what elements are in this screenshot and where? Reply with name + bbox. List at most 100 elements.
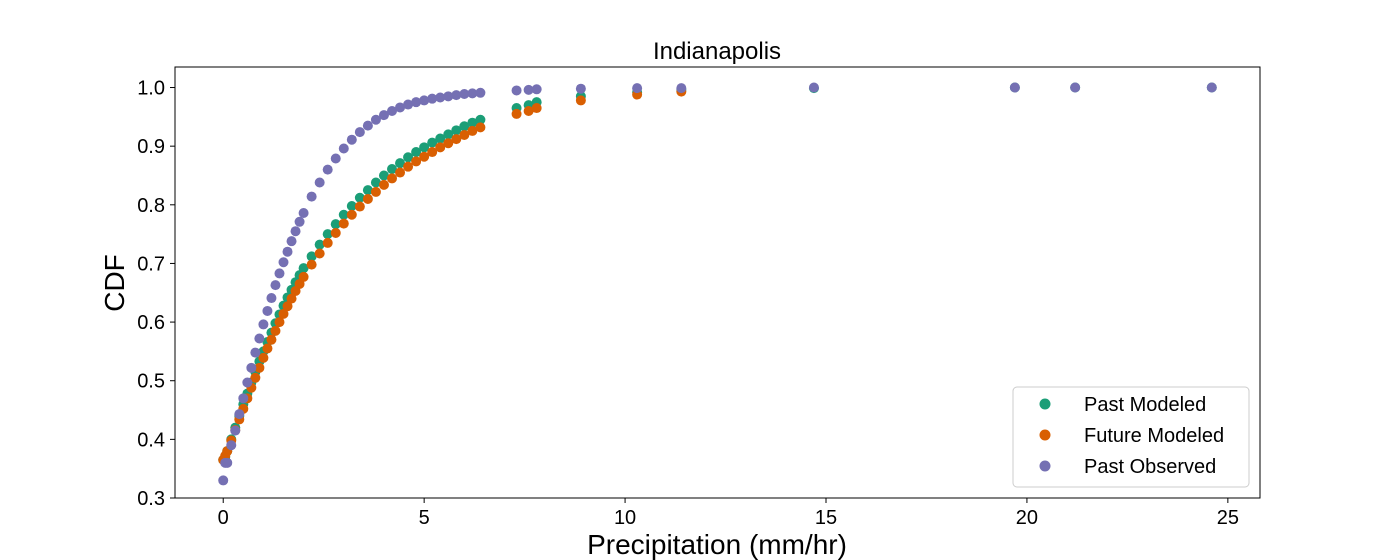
data-point-future-modeled: [362, 193, 373, 204]
x-axis-label: Precipitation (mm/hr): [587, 529, 847, 560]
y-tick-label: 0.4: [137, 429, 165, 451]
data-point-future-modeled: [330, 227, 341, 238]
legend: Past Modeled Future Modeled Past Observe…: [1012, 386, 1250, 488]
legend-label-past-modeled: Past Modeled: [1084, 394, 1206, 416]
data-point-past-observed: [266, 293, 277, 304]
data-point-future-modeled: [387, 173, 397, 184]
data-point-past-modeled: [370, 177, 381, 188]
data-point-past-observed: [298, 208, 309, 219]
data-point-past-modeled: [306, 251, 317, 262]
data-point-future-modeled: [338, 218, 349, 229]
data-point-future-modeled: [354, 201, 365, 212]
data-point-past-observed: [290, 226, 301, 237]
data-point-past-modeled: [395, 158, 406, 169]
data-point-future-modeled: [403, 161, 414, 172]
data-point-future-modeled: [274, 317, 285, 328]
data-point-past-modeled: [467, 117, 478, 128]
x-tick-label: 25: [1217, 507, 1239, 529]
data-point-past-modeled: [411, 147, 422, 158]
legend-marker-past-observed: [1039, 460, 1051, 472]
data-point-future-modeled: [258, 352, 269, 363]
data-point-past-observed: [322, 164, 333, 175]
data-point-past-observed: [270, 280, 281, 291]
data-point-future-modeled: [262, 343, 273, 354]
data-point-past-observed: [278, 257, 289, 268]
data-point-future-modeled: [346, 209, 357, 220]
data-point-future-modeled: [250, 372, 261, 383]
x-tick-label: 0: [218, 507, 229, 529]
y-tick-label: 0.9: [137, 136, 165, 158]
y-tick-label: 0.6: [137, 312, 165, 334]
legend-box: [1012, 386, 1250, 488]
legend-label-past-observed: Past Observed: [1084, 456, 1216, 478]
data-point-future-modeled: [254, 362, 265, 373]
data-point-future-modeled: [443, 138, 454, 149]
y-axis-ticks: 0.3 0.4 0.5 0.6 0.7 0.8 0.9 1.0: [137, 78, 175, 510]
data-point-past-observed: [403, 99, 414, 110]
data-point-past-observed: [274, 268, 285, 279]
data-point-future-modeled: [427, 147, 438, 158]
data-point-past-observed: [1070, 82, 1081, 93]
data-point-future-modeled: [270, 325, 281, 336]
data-point-past-modeled: [419, 142, 430, 153]
y-tick-label: 0.7: [137, 253, 165, 275]
data-point-past-observed: [294, 216, 305, 227]
data-point-past-observed: [395, 102, 406, 113]
data-point-past-observed: [411, 97, 422, 108]
data-point-past-observed: [282, 246, 293, 257]
data-point-past-modeled: [338, 209, 349, 220]
plot-frame: [174, 66, 1261, 499]
data-point-future-modeled: [419, 151, 430, 162]
data-point-past-observed: [419, 95, 430, 106]
data-point-past-observed: [250, 347, 261, 358]
series-future-modeled: [218, 86, 687, 465]
data-point-past-observed: [234, 409, 245, 420]
data-point-past-observed: [427, 93, 438, 104]
data-point-future-modeled: [306, 259, 317, 270]
data-point-past-observed: [378, 110, 389, 121]
data-point-future-modeled: [278, 308, 289, 319]
data-point-past-observed: [346, 134, 357, 145]
data-point-past-modeled: [314, 239, 325, 250]
data-point-past-modeled: [427, 137, 438, 148]
data-point-past-observed: [230, 425, 241, 436]
data-point-past-observed: [242, 377, 253, 388]
data-point-past-observed: [475, 87, 486, 98]
data-point-past-modeled: [330, 219, 341, 230]
data-point-future-modeled: [511, 108, 522, 119]
data-point-future-modeled: [395, 167, 406, 178]
data-point-past-observed: [286, 236, 297, 247]
data-point-future-modeled: [459, 130, 470, 141]
data-point-past-modeled: [298, 263, 309, 274]
data-point-future-modeled: [575, 95, 586, 106]
data-point-future-modeled: [435, 142, 446, 153]
data-point-future-modeled: [322, 237, 333, 248]
data-point-future-modeled: [451, 134, 462, 145]
data-point-past-modeled: [378, 170, 389, 181]
data-point-future-modeled: [378, 179, 389, 190]
y-tick-label: 1.0: [137, 78, 165, 100]
data-point-past-modeled: [435, 133, 446, 144]
data-point-past-observed: [1009, 82, 1020, 93]
y-tick-label: 0.5: [137, 371, 165, 393]
scatter-markers: [218, 82, 1217, 486]
data-point-past-observed: [314, 177, 325, 188]
data-point-past-modeled: [459, 121, 470, 132]
data-point-past-observed: [258, 319, 269, 330]
x-tick-label: 15: [815, 507, 837, 529]
x-tick-label: 10: [614, 507, 636, 529]
data-point-past-modeled: [443, 129, 454, 140]
data-point-past-observed: [330, 153, 341, 164]
data-point-past-observed: [459, 88, 470, 99]
data-point-past-observed: [238, 393, 249, 404]
data-point-past-modeled: [322, 229, 333, 240]
data-point-past-observed: [511, 85, 522, 96]
data-point-past-observed: [354, 127, 365, 138]
data-point-past-observed: [676, 83, 687, 94]
data-point-past-observed: [254, 333, 265, 344]
data-point-future-modeled: [475, 122, 486, 133]
data-point-future-modeled: [282, 301, 293, 312]
data-point-past-observed: [531, 84, 542, 95]
data-point-past-modeled: [475, 114, 486, 125]
